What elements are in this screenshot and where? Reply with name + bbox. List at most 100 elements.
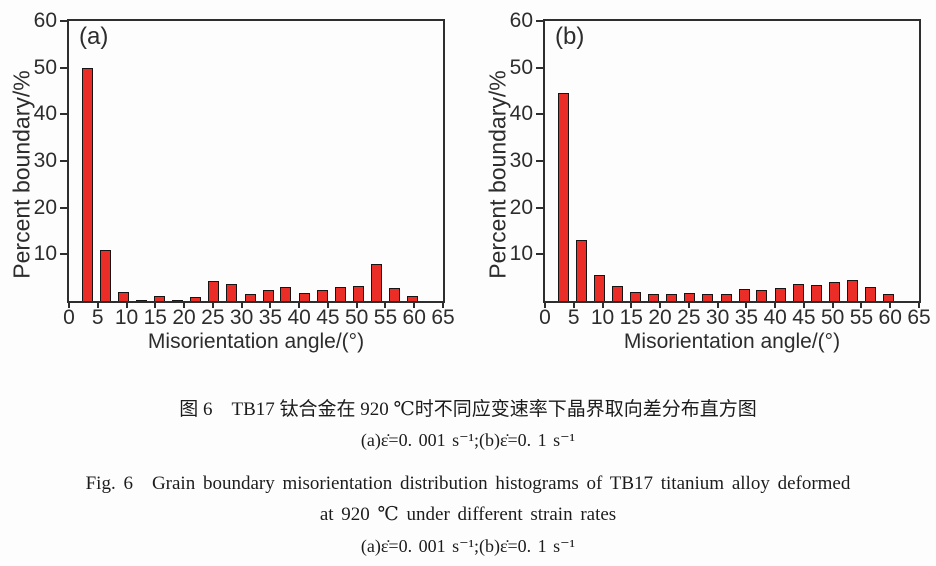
x-axis-title-b: Misorientation angle/(°) bbox=[623, 330, 841, 353]
y-axis-tick bbox=[60, 160, 67, 162]
y-axis-tick bbox=[536, 20, 543, 22]
histogram-bar bbox=[630, 291, 642, 301]
x-axis-tick-label: 45 bbox=[792, 306, 816, 329]
y-axis-tick bbox=[536, 160, 543, 162]
x-axis-tick bbox=[326, 303, 329, 308]
x-axis-tick-label: 55 bbox=[849, 306, 874, 329]
y-axis-tick bbox=[60, 253, 67, 256]
x-axis-tick-label: 20 bbox=[648, 306, 672, 329]
x-axis-tick-label: 40 bbox=[763, 306, 787, 329]
histogram-bar bbox=[407, 296, 418, 301]
histogram-panel-b: (b) 10 20 30 40 50 60 0 5 10 15 20 25 30 35 40 45 50 55 60… bbox=[510, 10, 931, 329]
histogram-bar bbox=[865, 287, 877, 301]
y-axis-tick bbox=[60, 113, 67, 116]
x-axis-tick-label: 10 bbox=[114, 306, 139, 329]
x-axis-tick-label: 0 bbox=[63, 306, 75, 329]
histogram-bar bbox=[118, 291, 130, 301]
y-axis-tick bbox=[536, 253, 543, 256]
x-axis-tick bbox=[154, 303, 157, 308]
x-axis-tick bbox=[687, 303, 690, 308]
histogram-bar bbox=[557, 93, 569, 301]
x-axis-tick-label: 40 bbox=[287, 306, 311, 329]
histogram-bar bbox=[352, 286, 364, 301]
histogram-bar bbox=[244, 293, 256, 301]
histogram-bar bbox=[883, 293, 894, 301]
histogram-bar bbox=[262, 289, 274, 301]
y-axis-tick-label: 50 bbox=[33, 55, 57, 79]
x-axis-tick bbox=[211, 303, 214, 308]
x-axis-tick bbox=[442, 303, 444, 308]
histogram-bar bbox=[702, 294, 714, 301]
x-axis-tick-label: 10 bbox=[590, 306, 615, 329]
y-axis-tick bbox=[60, 20, 67, 22]
histogram-bar bbox=[594, 275, 606, 301]
caption-english-title-line2: at 920 ℃ under different strain rates bbox=[319, 504, 617, 525]
x-axis-tick bbox=[269, 303, 272, 308]
x-axis-tick-label: 45 bbox=[316, 306, 340, 329]
x-axis-tick bbox=[860, 303, 863, 308]
caption-chinese-title: 图 6 TB17 钛合金在 920 ℃时不同应变速率下晶界取向差分布直方图 bbox=[179, 399, 757, 420]
histogram-bar bbox=[99, 249, 111, 301]
x-axis-tick-label: 65 bbox=[907, 306, 931, 329]
y-axis-tick-label: 60 bbox=[33, 9, 57, 32]
y-axis-tick-label: 60 bbox=[509, 9, 533, 32]
x-axis-title-a: Misorientation angle/(°) bbox=[147, 330, 365, 353]
x-axis-tick bbox=[802, 303, 805, 308]
x-axis-tick bbox=[68, 303, 70, 308]
x-axis-tick bbox=[774, 303, 777, 308]
x-axis-tick bbox=[413, 303, 416, 308]
histogram-bar bbox=[172, 299, 184, 301]
histogram-bar bbox=[756, 290, 768, 301]
histogram-bar bbox=[575, 240, 587, 301]
x-axis-tick bbox=[125, 303, 128, 308]
x-axis-tick-label: 15 bbox=[143, 306, 167, 329]
x-axis-tick bbox=[96, 303, 99, 308]
x-axis-tick-label: 50 bbox=[345, 306, 369, 329]
x-axis-tick bbox=[659, 303, 662, 308]
histogram-bar bbox=[135, 299, 147, 301]
y-axis-tick-label: 40 bbox=[33, 102, 57, 126]
x-axis-tick-label: 30 bbox=[705, 306, 730, 329]
histogram-bar bbox=[648, 294, 660, 301]
x-axis-tick bbox=[572, 303, 575, 308]
x-axis-tick-label: 5 bbox=[567, 306, 580, 329]
histogram-bar bbox=[684, 292, 696, 301]
histogram-bar bbox=[611, 285, 623, 301]
x-axis-tick bbox=[889, 303, 892, 308]
x-axis-tick bbox=[745, 303, 748, 308]
x-axis-tick-label: 20 bbox=[172, 306, 196, 329]
histogram-bar bbox=[316, 290, 328, 301]
histogram-bar bbox=[738, 289, 750, 301]
histogram-bar bbox=[370, 263, 382, 301]
x-axis-tick bbox=[384, 303, 387, 308]
x-axis-tick bbox=[918, 303, 920, 308]
y-axis-tick-label: 40 bbox=[509, 102, 533, 126]
y-axis-tick-label: 10 bbox=[33, 242, 57, 266]
y-axis-tick-label: 50 bbox=[509, 55, 533, 79]
x-axis-tick-label: 25 bbox=[201, 306, 225, 329]
x-axis-tick bbox=[601, 303, 604, 308]
x-axis-tick bbox=[183, 303, 186, 308]
histogram-panel-a: (a) 10 20 30 40 50 60 0 5 10 15 20 25 30 35 40 45 50 55 60… bbox=[34, 10, 455, 329]
y-axis-tick-label: 20 bbox=[33, 195, 57, 219]
histogram-bar bbox=[226, 284, 238, 301]
x-axis-tick-label: 65 bbox=[431, 306, 455, 329]
x-axis-tick-label: 55 bbox=[373, 306, 398, 329]
histogram-bar bbox=[720, 293, 732, 301]
y-axis-tick-label: 10 bbox=[509, 242, 533, 266]
panel-label-b: (b) bbox=[555, 23, 585, 50]
caption-english-title: Fig. 6 Grain boundary misorientation dis… bbox=[85, 473, 851, 494]
x-axis-tick bbox=[831, 303, 834, 308]
x-axis-tick bbox=[298, 303, 301, 308]
x-axis-tick-label: 60 bbox=[878, 306, 902, 329]
x-axis-tick-label: 35 bbox=[258, 306, 283, 329]
histogram-bar bbox=[811, 284, 823, 301]
x-axis-tick-label: 60 bbox=[402, 306, 426, 329]
y-axis-tick bbox=[60, 206, 67, 209]
y-axis-tick bbox=[536, 206, 543, 209]
histogram-bar bbox=[81, 67, 93, 301]
x-axis-tick-label: 30 bbox=[229, 306, 254, 329]
histogram-bar bbox=[335, 287, 347, 301]
y-axis-tick bbox=[60, 66, 67, 69]
